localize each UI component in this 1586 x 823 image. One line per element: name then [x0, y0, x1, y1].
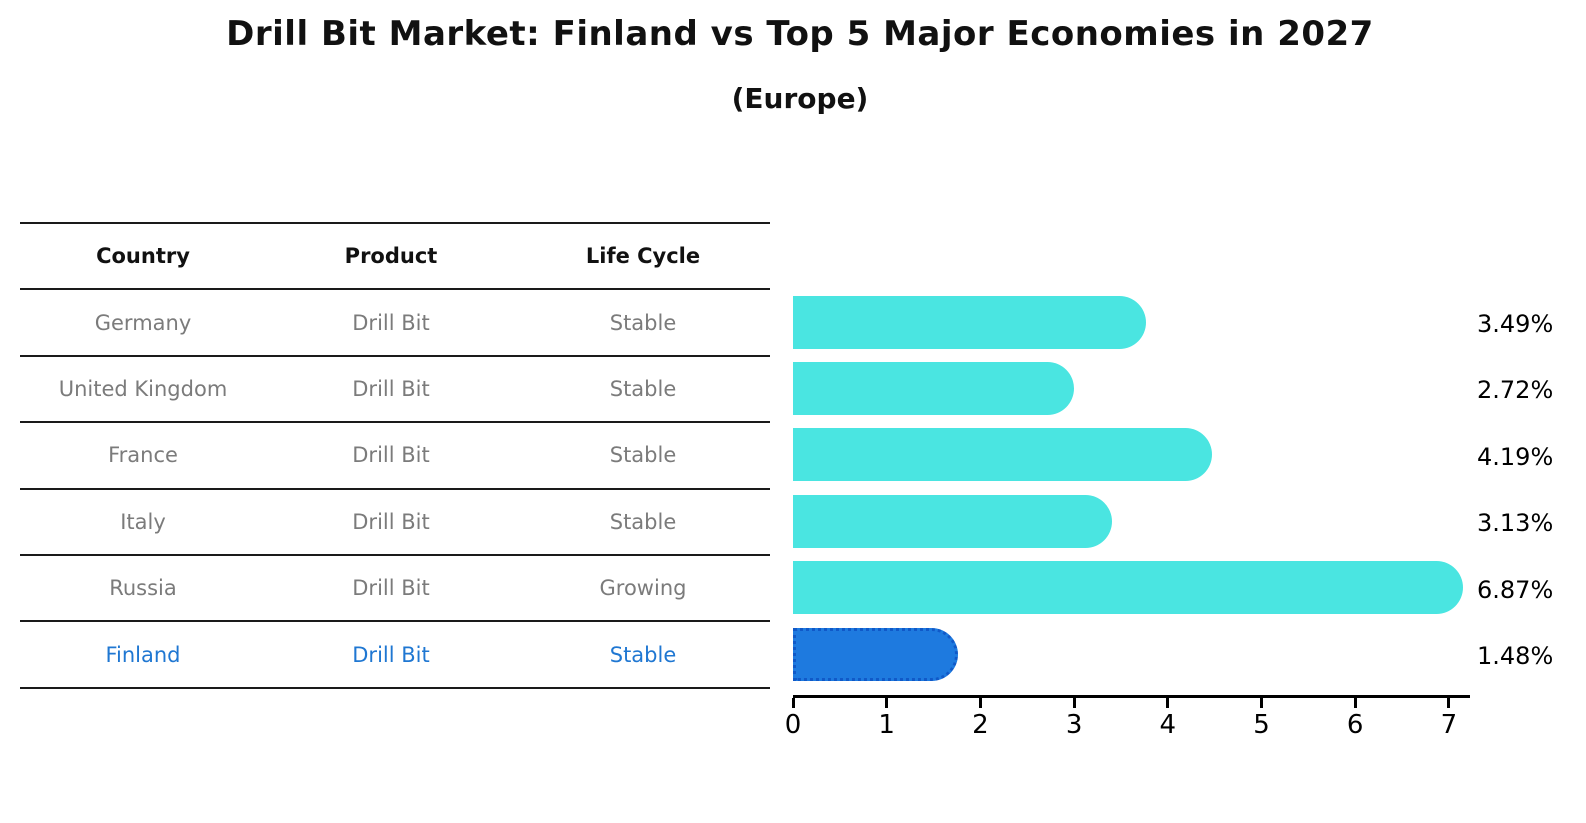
table-row-italy: Italy Drill Bit Stable	[20, 490, 770, 556]
value-label-germany: 3.49%	[1477, 310, 1554, 338]
table-cell-product: Drill Bit	[352, 310, 430, 335]
x-tick-3	[1072, 698, 1076, 708]
value-label-italy: 3.13%	[1477, 509, 1554, 538]
table-cell-product: Drill Bit	[352, 443, 430, 468]
table-cell-lifecycle: Stable	[609, 443, 677, 468]
table-cell-country: United Kingdom	[58, 376, 228, 401]
table-body: Germany Drill Bit Stable United Kingdom Dril…	[20, 290, 770, 689]
column-header-country: Country	[96, 244, 190, 269]
table-row-france: France Drill Bit Stable	[20, 423, 770, 490]
table-cell-lifecycle: Stable	[609, 509, 677, 534]
x-tick-5	[1260, 698, 1263, 708]
x-tick-label-1: 1	[878, 710, 895, 740]
table-cell-lifecycle: Stable	[609, 310, 677, 335]
x-tick-0	[791, 698, 795, 708]
bar-russia	[793, 561, 1463, 615]
bar-united-kingdom	[793, 361, 1074, 415]
chart-subtitle: (Europe)	[731, 82, 869, 115]
table-cell-country: Russia	[109, 576, 177, 601]
chart-title: Drill Bit Market: Finland vs Top 5 Major…	[226, 14, 1374, 54]
table-row-germany: Germany Drill Bit Stable	[20, 290, 770, 357]
table-row-finland: Finland Drill Bit Stable	[20, 622, 770, 689]
x-tick-label-5: 5	[1253, 710, 1270, 740]
column-header-product: Product	[344, 244, 438, 269]
bar-germany	[793, 295, 1146, 349]
value-label-united-kingdom: 2.72%	[1477, 376, 1554, 405]
x-axis-line	[793, 695, 1470, 698]
table-cell-product: Drill Bit	[352, 376, 430, 401]
data-table: Country Product Life Cycle Germany Drill …	[20, 222, 770, 689]
x-tick-label-0: 0	[784, 710, 802, 740]
table-header-row: Country Product Life Cycle	[20, 224, 770, 291]
x-tick-label-6: 6	[1346, 710, 1364, 740]
column-header-lifecycle: Life Cycle	[585, 244, 701, 269]
bar-italy	[793, 494, 1113, 548]
x-tick-4	[1166, 698, 1170, 708]
bar-france	[793, 428, 1212, 482]
value-label-finland: 1.48%	[1477, 642, 1554, 670]
table-row-russia: Russia Drill Bit Growing	[20, 556, 770, 623]
x-tick-7	[1447, 698, 1451, 708]
value-label-france: 4.19%	[1477, 442, 1554, 471]
bar-finland	[793, 627, 958, 681]
table-cell-product: Drill Bit	[352, 576, 430, 601]
x-tick-label-7: 7	[1440, 710, 1458, 740]
value-label-russia: 6.87%	[1477, 575, 1554, 604]
x-tick-1	[885, 698, 889, 708]
table-cell-product: Drill Bit	[352, 509, 430, 534]
x-tick-label-4: 4	[1159, 710, 1177, 740]
table-cell-lifecycle: Stable	[609, 642, 677, 667]
x-tick-label-3: 3	[1065, 710, 1083, 740]
table-cell-country: Italy	[120, 509, 166, 534]
x-tick-6	[1353, 698, 1357, 708]
table-cell-country: France	[108, 443, 178, 468]
table-cell-country: Germany	[94, 310, 192, 335]
table-row-united-kingdom: United Kingdom Drill Bit Stable	[20, 357, 770, 424]
table-cell-product: Drill Bit	[352, 642, 430, 667]
x-tick-2	[978, 698, 982, 708]
table-cell-lifecycle: Stable	[609, 376, 677, 401]
table-cell-lifecycle: Growing	[599, 576, 687, 601]
table-cell-country: Finland	[105, 642, 181, 667]
x-tick-label-2: 2	[972, 710, 989, 740]
